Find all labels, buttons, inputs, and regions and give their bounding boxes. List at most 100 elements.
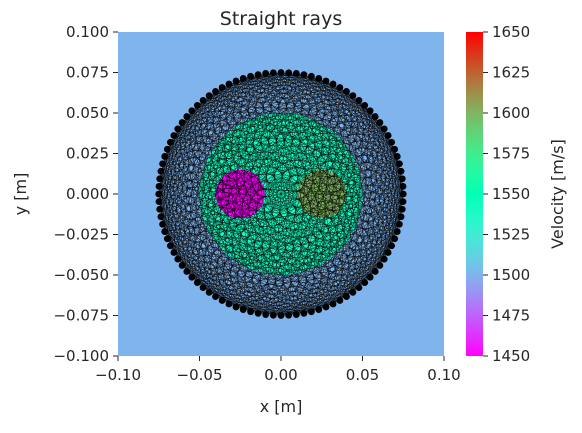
colorbar-tick-label: 1500 <box>492 266 530 284</box>
transducer-marker <box>393 153 401 160</box>
transducer-marker <box>155 198 163 206</box>
y-tick-label: 0.050 <box>66 104 109 122</box>
transducer-marker <box>380 255 388 263</box>
transducer-marker <box>322 303 330 311</box>
transducer-marker <box>183 113 191 120</box>
transducer-marker <box>397 167 405 175</box>
transducer-marker <box>163 235 171 243</box>
transducer-marker <box>285 69 293 77</box>
transducer-marker <box>155 190 163 198</box>
transducer-marker <box>329 80 337 88</box>
transducer-marker <box>315 306 323 313</box>
transducer-marker <box>343 88 350 95</box>
transducer-marker <box>161 153 169 160</box>
transducer-marker <box>396 160 403 168</box>
colorbar-tick-label: 1475 <box>492 307 530 325</box>
transducer-marker <box>183 268 191 275</box>
transducer-marker <box>292 311 300 318</box>
transducer-marker <box>159 160 166 168</box>
transducer-marker <box>247 308 255 316</box>
transducer-marker <box>193 279 201 286</box>
transducer-marker <box>205 92 213 100</box>
x-tick-label: 0.10 <box>427 366 460 384</box>
colorbar-gradient <box>466 32 483 356</box>
transducer-marker <box>380 125 388 133</box>
transducer-marker <box>156 205 164 213</box>
transducer-marker <box>277 69 285 76</box>
transducer-marker <box>396 220 403 228</box>
ray-paths <box>158 72 404 316</box>
transducer-marker <box>371 113 379 120</box>
transducer-marker <box>329 300 337 308</box>
transducer-marker <box>349 92 357 100</box>
transducer-marker <box>376 119 384 126</box>
transducer-marker <box>159 220 166 228</box>
transducer-marker <box>269 311 277 319</box>
transducer-marker <box>262 311 270 318</box>
transducer-marker <box>361 279 369 286</box>
transducer-marker <box>300 309 308 317</box>
transducer-marker <box>398 205 406 213</box>
transducer-marker <box>225 300 233 308</box>
y-axis: −0.100 −0.075 −0.050 −0.025 0.000 0.025 0.050 0… <box>53 23 118 365</box>
transducer-marker <box>239 75 247 82</box>
transducer-marker <box>199 96 207 104</box>
transducer-marker <box>170 132 178 139</box>
y-tick-label: −0.075 <box>53 307 109 325</box>
transducer-marker <box>397 213 405 221</box>
transducer-marker <box>371 268 379 275</box>
transducer-marker <box>155 182 163 190</box>
transducer-marker <box>285 311 293 319</box>
x-axis: −0.10 −0.05 0.00 0.05 0.10 <box>95 356 461 384</box>
transducer-marker <box>178 119 186 126</box>
transducer-marker <box>188 107 196 115</box>
colorbar-label: Velocity [m/s] <box>548 139 567 249</box>
chart-title: Straight rays <box>220 8 342 30</box>
colorbar-tick-label: 1600 <box>492 104 530 122</box>
y-tick-label: 0.075 <box>66 64 109 82</box>
y-tick-label: −0.025 <box>53 226 109 244</box>
transducer-marker <box>308 72 315 80</box>
transducer-marker <box>212 293 219 300</box>
y-tick-label: −0.100 <box>53 347 109 365</box>
transducer-marker <box>178 262 186 269</box>
transducer-marker <box>170 249 178 256</box>
colorbar: 1450 1475 1500 1525 1550 1575 1600 1625 1650 Vel… <box>466 23 567 365</box>
transducer-marker <box>199 284 207 292</box>
transducer-marker <box>322 77 330 85</box>
transducer-marker <box>391 145 399 153</box>
y-tick-label: −0.050 <box>53 266 109 284</box>
transducer-marker <box>366 107 374 115</box>
transducer-marker <box>174 125 182 133</box>
transducer-marker <box>232 77 240 85</box>
transducer-marker <box>174 255 182 263</box>
transducer-marker <box>336 297 344 304</box>
transducer-marker <box>254 309 262 317</box>
transducer-marker <box>376 262 384 269</box>
transducer-marker <box>384 249 392 256</box>
transducer-marker <box>157 167 165 175</box>
colorbar-tick-label: 1550 <box>492 185 530 203</box>
transducer-marker <box>336 84 344 91</box>
x-tick-label: −0.10 <box>95 366 141 384</box>
transducer-marker <box>239 306 247 313</box>
transducer-marker <box>205 288 213 296</box>
transducer-marker <box>349 288 357 296</box>
y-tick-label: 0.100 <box>66 23 109 41</box>
colorbar-tick-label: 1450 <box>492 347 530 365</box>
transducer-marker <box>161 228 169 235</box>
transducer-marker <box>212 88 219 95</box>
transducer-marker <box>388 138 396 146</box>
plot-area <box>118 32 444 356</box>
transducer-marker <box>300 71 308 79</box>
transducer-marker <box>292 70 300 77</box>
colorbar-tick-label: 1650 <box>492 23 530 41</box>
transducer-marker <box>218 84 226 91</box>
transducer-marker <box>262 70 270 77</box>
x-tick-label: 0.05 <box>346 366 379 384</box>
ray-lines <box>158 72 404 316</box>
transducer-marker <box>188 273 196 281</box>
x-tick-label: 0.00 <box>264 366 297 384</box>
transducer-marker <box>361 102 369 109</box>
